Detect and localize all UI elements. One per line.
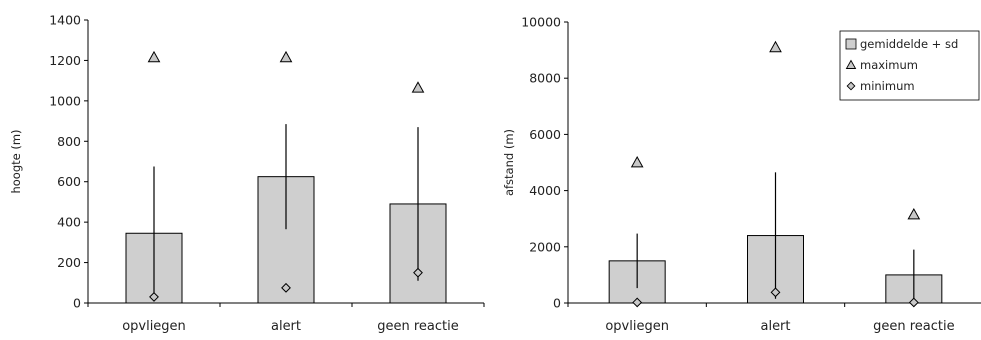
y-tick-label: 600 xyxy=(57,174,81,189)
x-tick-label: alert xyxy=(271,319,301,334)
x-tick-label: opvliegen xyxy=(605,319,669,334)
minimum-marker xyxy=(149,292,159,302)
x-tick-label: geen reactie xyxy=(873,319,955,334)
y-tick-label: 8000 xyxy=(529,71,561,86)
legend-label: minimum xyxy=(860,79,915,93)
y-tick-label: 0 xyxy=(73,296,81,311)
chart-panel-2: 0 2000 4000 6000 8000 10000 opvliegen alert geen… xyxy=(502,15,981,334)
minimum-marker xyxy=(632,297,643,308)
x-tick-label: geen reactie xyxy=(377,319,459,334)
maximum-marker xyxy=(630,155,644,168)
legend-swatch-bar xyxy=(845,38,857,50)
minimum-marker xyxy=(413,267,423,278)
legend-label: maximum xyxy=(860,58,918,72)
chart-panel-1: 0 200 400 600 800 1000 1200 1400 opvliegen alert g… xyxy=(9,13,485,334)
maximum-marker xyxy=(411,81,425,93)
y-tick-label: 200 xyxy=(57,255,81,270)
y-axis-title: hoogte (m) xyxy=(9,129,23,193)
y-tick-label: 800 xyxy=(57,134,81,149)
minimum-marker xyxy=(281,282,291,293)
legend-box xyxy=(839,30,980,101)
y-tick-label: 1400 xyxy=(49,13,81,28)
maximum-marker xyxy=(907,207,921,220)
x-tick-label: opvliegen xyxy=(122,319,186,334)
y-tick-label: 1000 xyxy=(49,93,81,108)
y-tick-label: 0 xyxy=(553,296,561,311)
y-tick-label: 6000 xyxy=(529,127,561,142)
legend-label: gemiddelde + sd xyxy=(860,37,958,51)
maximum-marker xyxy=(279,50,293,63)
y-tick-label: 1200 xyxy=(49,53,81,68)
maximum-marker xyxy=(147,50,161,63)
y-tick-label: 400 xyxy=(57,215,81,230)
y-axis-title: afstand (m) xyxy=(502,129,516,196)
y-tick-label: 2000 xyxy=(529,239,561,254)
maximum-marker xyxy=(769,40,782,53)
x-tick-label: alert xyxy=(760,319,790,334)
legend-swatch-minimum xyxy=(846,81,856,91)
minimum-marker xyxy=(908,297,919,308)
y-tick-label: 4000 xyxy=(529,183,561,198)
minimum-marker xyxy=(770,287,781,298)
y-tick-label: 10000 xyxy=(521,15,561,30)
legend-swatch-maximum xyxy=(845,59,857,69)
